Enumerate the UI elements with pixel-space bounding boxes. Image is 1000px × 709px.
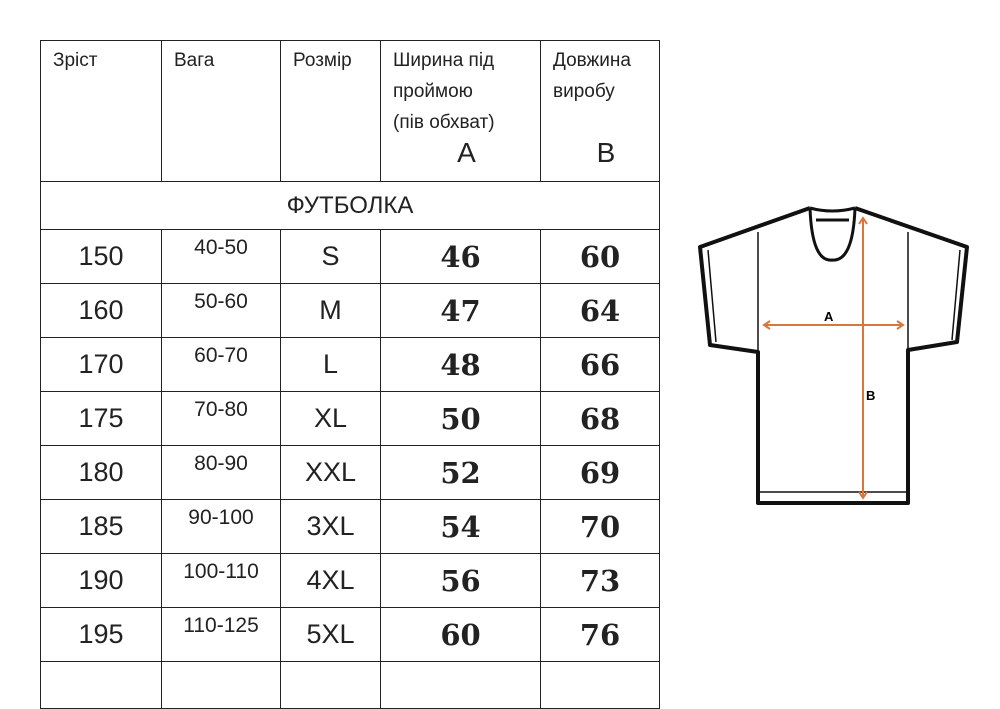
cell-height: 190 xyxy=(40,553,162,608)
cell-length-b: 76 xyxy=(540,607,660,662)
cell-weight: 110-125 xyxy=(161,607,281,662)
arrow-heads xyxy=(762,216,905,500)
cell-height: 150 xyxy=(40,229,162,284)
size-chart-table: Зріст Вага Розмір Ширина під проймою (пів … xyxy=(40,40,660,709)
header-weight: Вага xyxy=(161,40,281,182)
tshirt-outline xyxy=(698,206,969,505)
table-row: 150 40-50 S 46 60 xyxy=(40,229,660,284)
cell-height: 185 xyxy=(40,499,162,554)
cell-height: 160 xyxy=(40,283,162,338)
cell-size: 4XL xyxy=(280,553,381,608)
cell-size: L xyxy=(280,337,381,392)
cell-weight: 90-100 xyxy=(161,499,281,554)
cell-length-b: 66 xyxy=(540,337,660,392)
cell-length-b: 64 xyxy=(540,283,660,338)
cell-height: 170 xyxy=(40,337,162,392)
cell-width-a: 56 xyxy=(380,553,541,608)
cell-size: XXL xyxy=(280,445,381,500)
cell-weight: 100-110 xyxy=(161,553,281,608)
header-height: Зріст xyxy=(40,40,162,182)
cell-weight: 60-70 xyxy=(161,337,281,392)
cell-size: 5XL xyxy=(280,607,381,662)
cell-length-b: 73 xyxy=(540,553,660,608)
label-a: A xyxy=(824,309,834,324)
header-length: Довжина виробу B xyxy=(540,40,660,182)
cell-length-b: 68 xyxy=(540,391,660,446)
table-row: 170 60-70 L 48 66 xyxy=(40,337,660,392)
cell-length-b: 69 xyxy=(540,445,660,500)
cell-height: 195 xyxy=(40,607,162,662)
cell-width-a: 52 xyxy=(380,445,541,500)
table-row: 185 90-100 3XL 54 70 xyxy=(40,499,660,554)
label-b: B xyxy=(866,388,875,403)
cell-width-a: 47 xyxy=(380,283,541,338)
cell-width-a: 46 xyxy=(380,229,541,284)
table-row: 190 100-110 4XL 56 73 xyxy=(40,553,660,608)
cell-size: M xyxy=(280,283,381,338)
empty-row xyxy=(40,661,660,709)
cell-length-b: 60 xyxy=(540,229,660,284)
cell-height: 180 xyxy=(40,445,162,500)
header-width: Ширина під проймою (пів обхват) A xyxy=(380,40,541,182)
table-row: 160 50-60 M 47 64 xyxy=(40,283,660,338)
cell-weight: 40-50 xyxy=(161,229,281,284)
cell-weight: 70-80 xyxy=(161,391,281,446)
table-row: 180 80-90 XXL 52 69 xyxy=(40,445,660,500)
cell-length-b: 70 xyxy=(540,499,660,554)
header-row: Зріст Вага Розмір Ширина під проймою (пів … xyxy=(40,40,660,182)
collar xyxy=(808,207,857,262)
cell-width-a: 54 xyxy=(380,499,541,554)
